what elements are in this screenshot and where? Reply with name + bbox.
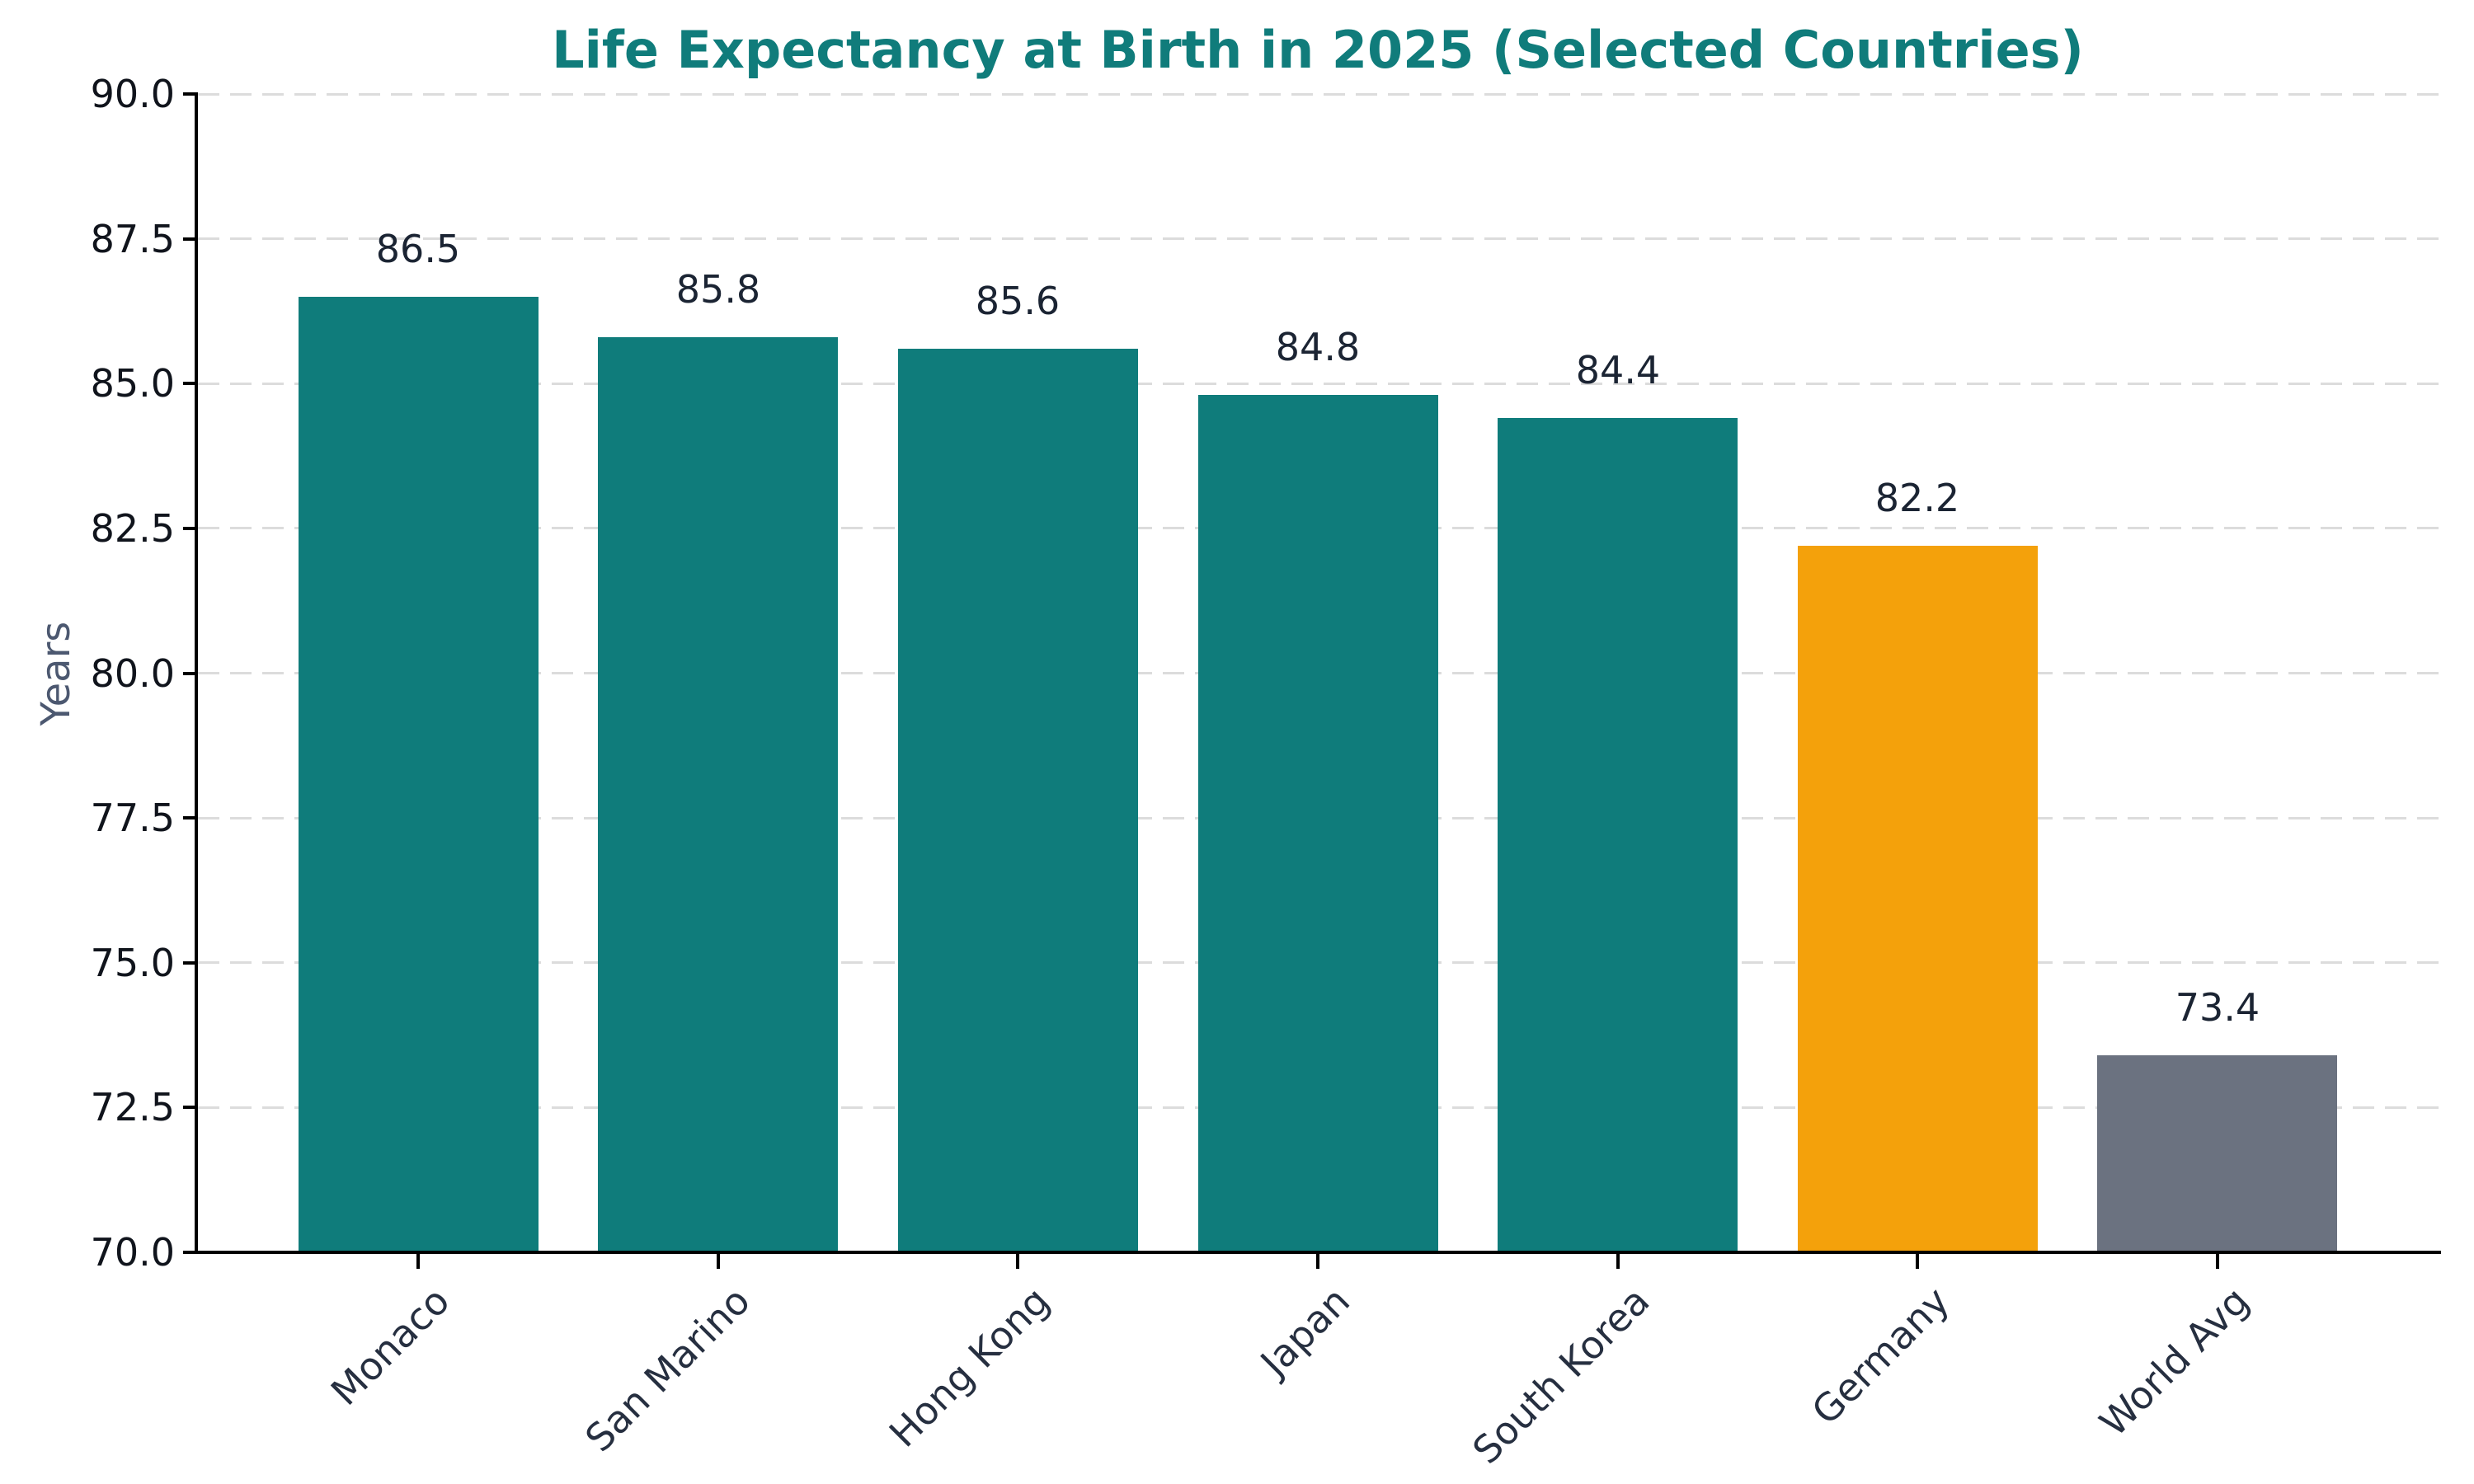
x-tick-mark (416, 1254, 421, 1269)
bar (2097, 1055, 2337, 1252)
bar-value-label: 84.8 (1275, 325, 1361, 369)
bar (1198, 395, 1438, 1252)
y-tick-mark (183, 92, 196, 96)
y-tick-label: 70.0 (90, 1230, 175, 1275)
x-tick-mark (1016, 1254, 1020, 1269)
bar-value-label: 85.6 (975, 279, 1061, 323)
x-category-label: Japan (1251, 1278, 1358, 1385)
bar (299, 296, 539, 1252)
y-tick-label: 90.0 (90, 72, 175, 116)
x-category-label: Germany (1803, 1278, 1959, 1434)
bar-value-label: 86.5 (375, 227, 461, 271)
y-tick-label: 82.5 (90, 505, 175, 551)
bar (598, 337, 838, 1252)
y-tick-mark (183, 816, 196, 820)
y-tick-label: 77.5 (90, 796, 175, 841)
y-tick-label: 87.5 (90, 216, 175, 261)
x-tick-mark (1916, 1254, 1920, 1269)
x-tick-mark (1616, 1254, 1620, 1269)
gridline (198, 382, 2439, 385)
y-tick-mark (183, 1251, 196, 1254)
y-tick-mark (183, 526, 196, 530)
y-tick-label: 85.0 (90, 361, 175, 406)
bar (898, 349, 1138, 1252)
x-category-label: Monaco (322, 1278, 459, 1415)
bar-value-label: 73.4 (2175, 985, 2260, 1030)
y-tick-mark (183, 237, 196, 241)
y-tick-mark (183, 1106, 196, 1110)
bar (1798, 545, 2038, 1252)
y-axis-spine (195, 92, 198, 1254)
x-category-label: San Marino (576, 1278, 759, 1461)
y-tick-mark (183, 671, 196, 675)
x-category-label: World Avg (2091, 1278, 2258, 1445)
gridline (198, 92, 2439, 96)
x-tick-mark (716, 1254, 720, 1269)
y-axis-label: Years (33, 621, 79, 726)
x-category-label: Hong Kong (881, 1278, 1059, 1456)
y-tick-label: 80.0 (90, 650, 175, 696)
y-tick-label: 72.5 (90, 1085, 175, 1130)
y-tick-mark (183, 960, 196, 965)
gridline (198, 237, 2439, 241)
y-tick-mark (183, 382, 196, 386)
chart-title: Life Expectancy at Birth in 2025 (Select… (552, 20, 2084, 80)
x-category-label: South Korea (1464, 1278, 1658, 1472)
bar-value-label: 82.2 (1874, 476, 1960, 520)
bar (1498, 418, 1738, 1252)
bar-value-label: 85.8 (675, 267, 761, 312)
y-tick-label: 75.0 (90, 940, 175, 985)
x-axis-spine (195, 1251, 2441, 1254)
x-tick-mark (1316, 1254, 1319, 1269)
x-tick-mark (2215, 1254, 2219, 1269)
bar-value-label: 84.4 (1575, 348, 1661, 392)
